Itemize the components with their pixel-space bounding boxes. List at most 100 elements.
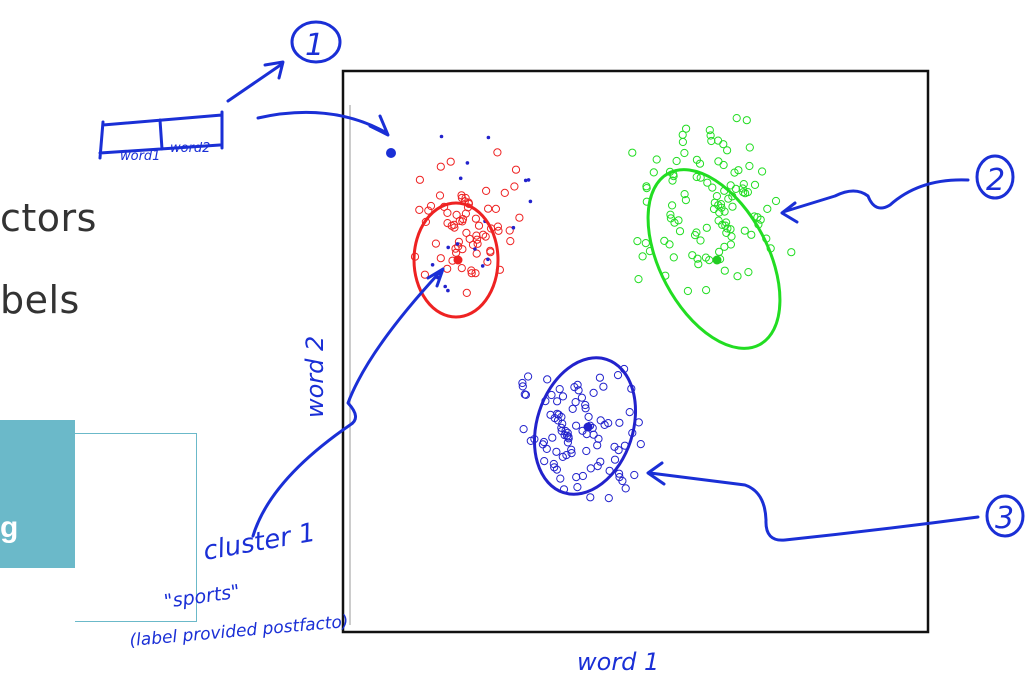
scatter-point-blue (563, 431, 572, 440)
scatter-point-blue (581, 404, 590, 413)
vector-box (98, 110, 224, 160)
scatter-point-blue (518, 378, 527, 388)
scatter-point-blue (636, 440, 645, 449)
cluster-center-green (712, 255, 722, 265)
scatter-point-red (461, 209, 470, 218)
arrow-to-1 (226, 60, 285, 103)
scatter-point-blue (571, 398, 580, 407)
scatter-point-blue (604, 494, 613, 503)
scatter-point-red (446, 157, 455, 166)
scatter-point-green (732, 114, 741, 123)
document-point (386, 148, 396, 158)
scatter-point-green (723, 146, 732, 155)
scatter-point-green (665, 240, 674, 249)
scatter-point-green (750, 180, 760, 189)
scatter-points (386, 114, 796, 503)
scatter-point-blue (520, 390, 529, 399)
scatter-point-red (511, 165, 521, 174)
scatter-point-red (426, 201, 436, 211)
scatter-point-green (681, 196, 691, 205)
scatter-point-green (695, 159, 705, 168)
scatter-point-blue (547, 390, 556, 400)
scatter-point-red (431, 239, 440, 248)
scatter-point-green (720, 207, 729, 216)
scatter-point-green (727, 232, 736, 241)
scatter-point-green (742, 116, 751, 125)
scatter-point-green (674, 216, 683, 225)
x-axis-label: word 1 (577, 648, 659, 676)
scatter-point-green (716, 200, 726, 209)
scatter-point-blue (589, 430, 598, 439)
scatter-point-green (733, 272, 742, 281)
scatter-point-blue (542, 444, 551, 453)
scatter-point-blue (568, 404, 577, 413)
scatter-point-green (668, 201, 677, 210)
scatter-point-red (415, 205, 424, 214)
unlabeled-point (528, 199, 533, 204)
scatter-point-green (680, 148, 689, 158)
scatter-point-red (510, 182, 519, 191)
unlabeled-point (473, 247, 477, 251)
scatter-point-red (424, 206, 433, 215)
scatter-point-blue (621, 484, 630, 493)
scatter-point-red (467, 266, 476, 275)
scatter-point-red (481, 232, 490, 241)
scatter-point-blue (567, 445, 576, 454)
scatter-point-red (493, 222, 502, 231)
scatter-point-blue (610, 455, 620, 464)
scatter-point-green (675, 227, 685, 236)
scatter-point-green (692, 172, 701, 182)
scatter-point-green (693, 254, 702, 263)
arrow-to-point (256, 110, 390, 137)
slide-text-line-1: ctors (0, 196, 97, 240)
scatter-point-blue (567, 449, 576, 458)
cluster-ellipse-red (412, 201, 500, 319)
scatter-point-green (688, 251, 697, 260)
circle-2 (975, 154, 1015, 200)
unlabeled-point (480, 264, 485, 268)
scatter-point-green (745, 161, 754, 171)
outline-box (75, 433, 197, 622)
scatter-point-blue (595, 373, 605, 382)
scatter-point-red (473, 239, 482, 248)
scatter-point-red (457, 264, 466, 273)
scatter-point-blue (596, 416, 605, 425)
scatter-point-green (678, 137, 688, 147)
scatter-point-green (670, 218, 679, 227)
unlabeled-point (430, 263, 435, 267)
scatter-point-blue (584, 412, 593, 421)
scatter-point-red (482, 186, 491, 195)
scatter-point-red (415, 175, 424, 184)
scatter-point-green (730, 168, 739, 177)
scatter-point-red (505, 226, 514, 235)
scatter-point-green (652, 155, 661, 164)
scatter-point-red (500, 188, 509, 197)
scatter-point-blue (615, 418, 624, 427)
scatter-point-blue (589, 388, 598, 397)
scatter-point-red (454, 237, 463, 246)
scatter-point-blue (577, 393, 587, 402)
scatter-point-green (763, 204, 772, 213)
scatter-point-red (472, 231, 481, 240)
circle-1 (290, 20, 342, 64)
scatter-point-green (706, 131, 715, 140)
arrow-to-3 (646, 461, 980, 542)
scatter-point-green (668, 176, 677, 185)
circle-3-label: 3 (995, 501, 1014, 536)
scatter-point-red (467, 269, 476, 278)
scatter-point-red (494, 226, 503, 235)
cluster-center-red (453, 255, 463, 265)
scatter-point-red (474, 221, 484, 230)
cluster-1-label: cluster 1 (201, 518, 318, 567)
scatter-point-green (715, 247, 724, 256)
scatter-point-red (436, 162, 445, 171)
scatter-point-blue (586, 464, 595, 473)
scatter-point-blue (581, 400, 590, 410)
scatter-point-green (721, 221, 730, 230)
scatter-point-green (720, 266, 729, 275)
scatter-point-green (682, 124, 691, 133)
scatter-point-green (649, 168, 658, 177)
scatter-point-green (702, 223, 711, 232)
scatter-point-blue (548, 433, 557, 442)
